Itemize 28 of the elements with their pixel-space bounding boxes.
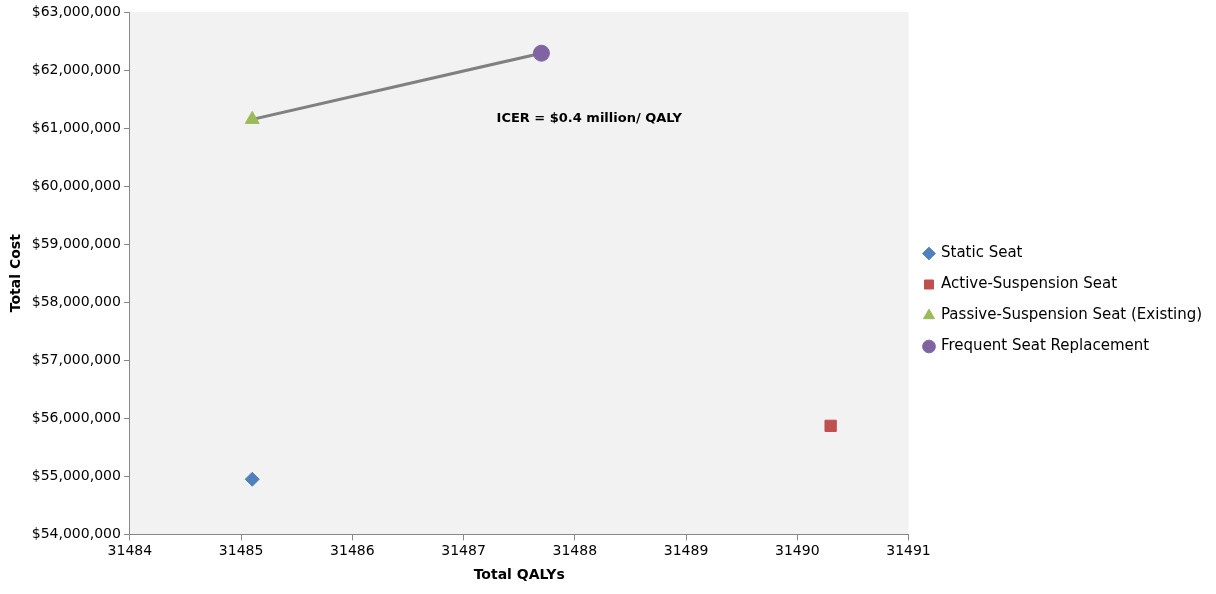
legend-label: Frequent Seat Replacement bbox=[941, 336, 1150, 355]
legend-label: Active-Suspension Seat bbox=[941, 274, 1118, 293]
x-tick-label: 31484 bbox=[107, 542, 153, 559]
y-tick-label: $54,000,000 bbox=[31, 525, 121, 542]
x-tick-label: 31487 bbox=[441, 542, 486, 559]
y-tick-label: $61,000,000 bbox=[31, 118, 121, 135]
y-tick-label: $55,000,000 bbox=[31, 467, 121, 483]
y-tick-label: $63,000,000 bbox=[31, 2, 121, 19]
x-tick-label: 31485 bbox=[218, 542, 264, 559]
y-tick-label: $60,000,000 bbox=[31, 176, 121, 193]
point bbox=[244, 471, 260, 487]
x-tick-label: 31490 bbox=[774, 542, 820, 559]
y-tick-label: $56,000,000 bbox=[31, 408, 121, 425]
x-tick-label: 31489 bbox=[663, 542, 709, 559]
legend-label: Static Seat bbox=[941, 243, 1023, 262]
y-tick-label: $58,000,000 bbox=[31, 292, 121, 309]
legend-label: Passive-Suspension Seat (Existing) bbox=[941, 305, 1203, 324]
point bbox=[824, 419, 837, 433]
annotation: ICER = $0.4 million/ QALY bbox=[496, 110, 683, 126]
y-tick-label: $62,000,000 bbox=[31, 60, 121, 77]
y-tick-label: $59,000,000 bbox=[31, 234, 121, 251]
point bbox=[532, 44, 550, 62]
y-axis-title: Total Cost bbox=[7, 233, 24, 313]
x-tick-label: 31486 bbox=[330, 542, 375, 559]
y-tick-label: $57,000,000 bbox=[31, 350, 121, 367]
x-tick-label: 31488 bbox=[552, 542, 598, 559]
x-axis-title: Total QALYs bbox=[473, 566, 565, 583]
x-tick-label: 31491 bbox=[886, 542, 931, 559]
